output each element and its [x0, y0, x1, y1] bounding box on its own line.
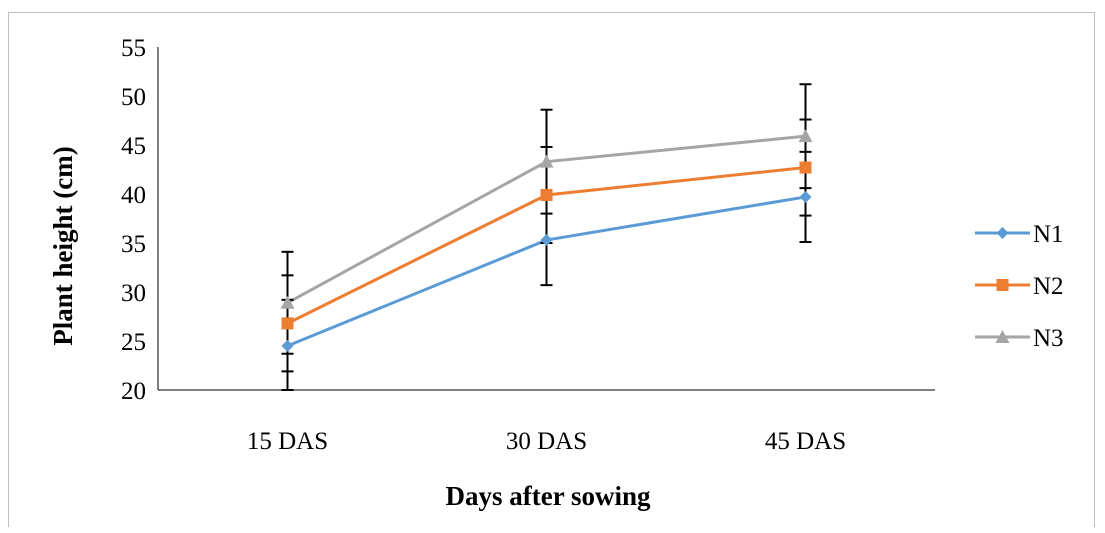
series-group	[280, 83, 813, 391]
y-tick-label: 50	[121, 84, 146, 111]
y-tick-label: 20	[121, 378, 146, 405]
y-axis-title: Plant height (cm)	[48, 146, 78, 345]
legend-item-n1: N1	[975, 221, 1064, 248]
legend-label: N3	[1033, 325, 1064, 352]
legend: N1 N2 N3	[975, 221, 1064, 352]
data-point	[281, 339, 294, 352]
x-tick-label: 15 DAS	[247, 428, 328, 455]
chart-frame	[8, 12, 1095, 527]
data-point	[798, 129, 813, 143]
y-axis-ticks: 20 25 30 35 40 45 50 55	[121, 35, 146, 405]
y-tick-label: 35	[121, 231, 146, 258]
data-point	[799, 190, 812, 203]
legend-marker	[995, 330, 1010, 343]
x-axis-ticks: 15 DAS 30 DAS 45 DAS	[247, 428, 846, 455]
legend-item-n2: N2	[975, 273, 1064, 300]
data-point	[539, 154, 554, 168]
data-point	[540, 188, 553, 201]
data-point	[280, 295, 295, 309]
x-axis-title: Days after sowing	[446, 481, 651, 511]
data-point	[799, 161, 812, 174]
data-point	[540, 234, 553, 247]
y-tick-label: 45	[121, 133, 146, 160]
legend-label: N1	[1033, 221, 1064, 248]
legend-label: N2	[1033, 273, 1064, 300]
data-point	[281, 317, 294, 330]
markers-n3	[280, 129, 813, 309]
y-tick-label: 25	[121, 329, 146, 356]
x-tick-label: 45 DAS	[765, 428, 846, 455]
y-tick-label: 30	[121, 280, 146, 307]
y-tick-label: 40	[121, 182, 146, 209]
x-tick-label: 30 DAS	[506, 428, 587, 455]
legend-item-n3: N3	[975, 325, 1064, 352]
legend-marker	[996, 227, 1009, 239]
markers-n1	[281, 190, 812, 352]
y-tick-label: 55	[121, 35, 146, 62]
markers-n2	[281, 161, 812, 330]
legend-marker	[996, 279, 1009, 291]
